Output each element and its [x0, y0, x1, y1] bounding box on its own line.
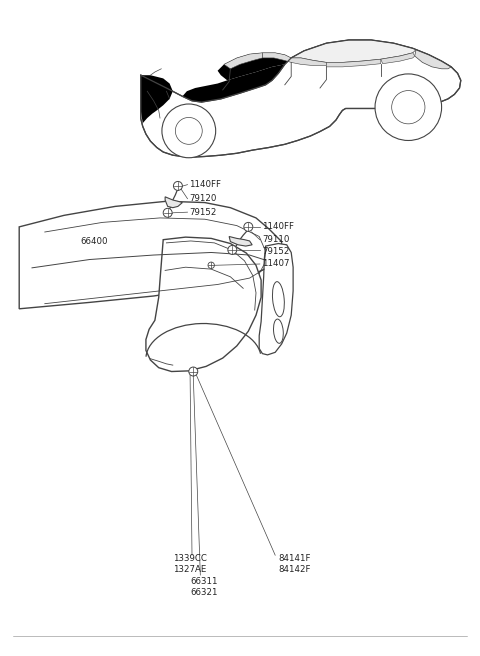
Polygon shape [182, 64, 285, 102]
Polygon shape [224, 52, 263, 69]
Polygon shape [146, 237, 261, 371]
Polygon shape [229, 236, 252, 246]
Text: 1327AE: 1327AE [173, 565, 206, 575]
Circle shape [375, 74, 442, 140]
Polygon shape [259, 243, 293, 355]
Polygon shape [141, 75, 173, 123]
Polygon shape [291, 40, 416, 62]
Ellipse shape [273, 281, 284, 317]
Text: 66400: 66400 [80, 237, 108, 246]
Text: 79152: 79152 [190, 208, 217, 216]
Circle shape [173, 182, 182, 190]
Polygon shape [263, 52, 326, 66]
Ellipse shape [274, 319, 283, 343]
Polygon shape [217, 52, 291, 80]
Polygon shape [381, 52, 415, 64]
Circle shape [228, 245, 237, 255]
Polygon shape [415, 50, 451, 69]
Text: 1339CC: 1339CC [173, 554, 207, 563]
Text: 1140FF: 1140FF [190, 180, 221, 189]
Text: 79110: 79110 [263, 236, 290, 244]
Text: 84142F: 84142F [278, 565, 311, 575]
Circle shape [392, 91, 425, 124]
Text: 84141F: 84141F [278, 554, 311, 563]
Polygon shape [19, 201, 282, 309]
Text: 79120: 79120 [190, 194, 217, 203]
Polygon shape [165, 197, 182, 208]
Circle shape [208, 262, 215, 268]
Text: 79152: 79152 [263, 247, 290, 256]
Circle shape [162, 104, 216, 157]
Text: 1140FF: 1140FF [263, 222, 294, 232]
Circle shape [189, 367, 198, 376]
Polygon shape [326, 59, 381, 67]
Text: 11407: 11407 [263, 260, 290, 268]
Circle shape [163, 209, 172, 217]
Polygon shape [141, 40, 461, 157]
Circle shape [244, 222, 253, 232]
Circle shape [175, 117, 202, 144]
Text: 66321: 66321 [191, 588, 218, 598]
Text: 66311: 66311 [191, 577, 218, 586]
